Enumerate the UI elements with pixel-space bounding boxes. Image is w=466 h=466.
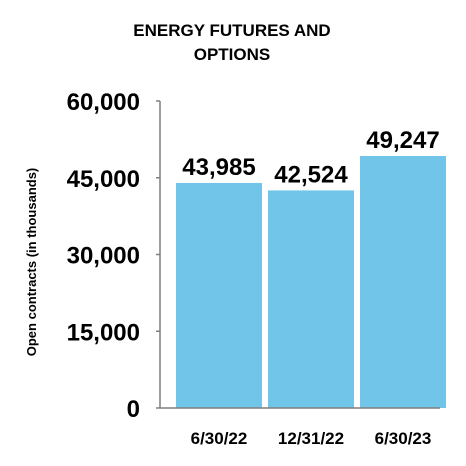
data-label: 49,247 — [366, 127, 439, 154]
data-label: 42,524 — [274, 161, 348, 188]
x-tick-label: 6/30/22 — [191, 429, 248, 448]
x-tick-label: 12/31/22 — [278, 429, 344, 448]
y-tick-label: 0 — [127, 396, 140, 423]
y-tick-label: 15,000 — [67, 319, 140, 346]
x-tick-label: 6/30/23 — [375, 429, 432, 448]
data-labels: 43,985 42,524 49,247 — [182, 127, 439, 188]
chart-title-line-2: OPTIONS — [194, 45, 271, 64]
axes — [159, 101, 440, 409]
chart-title-line-1: ENERGY FUTURES AND — [133, 21, 330, 40]
y-axis-ticks: 0 15,000 30,000 45,000 60,000 — [67, 89, 160, 423]
y-tick-label: 45,000 — [67, 166, 140, 193]
bars — [176, 156, 446, 408]
y-tick-label: 60,000 — [67, 89, 140, 116]
x-axis-ticks: 6/30/22 12/31/22 6/30/23 — [191, 429, 432, 448]
bar — [360, 156, 446, 408]
y-tick-label: 30,000 — [67, 243, 140, 270]
bar — [268, 190, 354, 408]
data-label: 43,985 — [182, 154, 255, 181]
chart-title: ENERGY FUTURES AND OPTIONS — [133, 21, 330, 64]
bar — [176, 182, 262, 408]
y-axis-label: Open contracts (in thousands) — [24, 168, 39, 357]
